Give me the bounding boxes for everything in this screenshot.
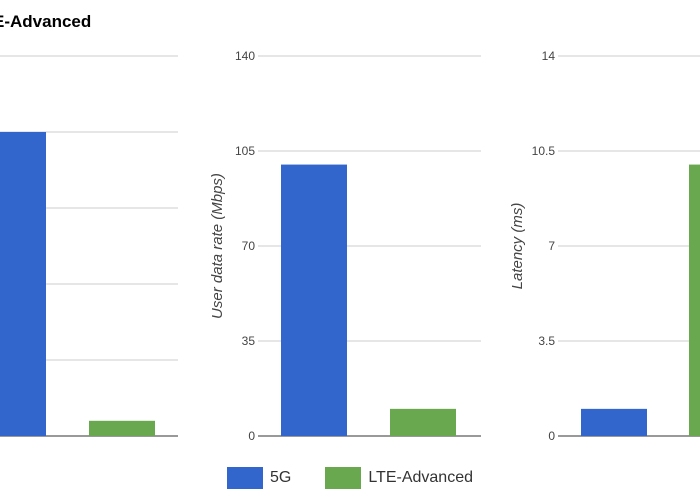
bar-5g bbox=[581, 408, 647, 436]
y-tick-label: 10.5 bbox=[532, 144, 556, 158]
y-tick-label: 7 bbox=[548, 239, 555, 253]
y-tick-label: 0 bbox=[548, 429, 555, 443]
legend-item-5g[interactable]: 5G bbox=[227, 467, 291, 489]
bar-lte-advanced bbox=[390, 408, 456, 436]
legend-swatch-5g bbox=[227, 467, 263, 489]
legend-label-5g: 5G bbox=[270, 469, 292, 486]
bar-lte-advanced bbox=[89, 420, 155, 436]
y-tick-label: 0 bbox=[248, 429, 255, 443]
y-tick-label: 14 bbox=[542, 49, 556, 63]
bar-lte-advanced bbox=[689, 164, 700, 437]
y-tick-label: 70 bbox=[242, 239, 256, 253]
legend-label-lte-advanced: LTE-Advanced bbox=[368, 469, 473, 486]
y-axis-label: User data rate (Mbps) bbox=[209, 173, 226, 319]
legend: 5G LTE-Advanced bbox=[227, 467, 507, 489]
y-tick-label: 140 bbox=[235, 49, 255, 63]
y-tick-label: 3.5 bbox=[538, 334, 555, 348]
chart-title: E-Advanced bbox=[0, 12, 92, 31]
legend-item-lte-advanced[interactable]: LTE-Advanced bbox=[325, 467, 473, 489]
y-tick-label: 35 bbox=[242, 334, 256, 348]
y-tick-label: 105 bbox=[235, 144, 255, 158]
bar-5g bbox=[281, 164, 347, 437]
y-axis-label: Latency (ms) bbox=[509, 203, 526, 290]
legend-swatch-lte-advanced bbox=[325, 467, 362, 489]
bar-5g bbox=[0, 132, 46, 436]
